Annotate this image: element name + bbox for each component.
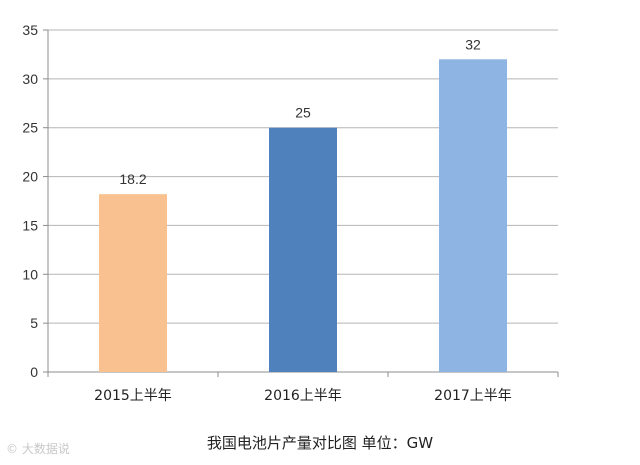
bar	[269, 127, 337, 372]
data-label: 18.2	[119, 171, 146, 187]
bars	[99, 59, 507, 373]
watermark: © 大数据说	[6, 442, 70, 456]
data-labels: 18.2 25 32	[119, 36, 481, 187]
data-label: 32	[465, 36, 481, 52]
y-tick-label: 25	[22, 120, 38, 136]
y-tick-label: 0	[30, 364, 38, 380]
category-labels: 2015上半年 2016上半年 2017上半年	[94, 388, 512, 404]
y-axis-ticks: 0 5 10 15 20 25 30 35	[22, 22, 38, 380]
y-tick-label: 35	[22, 22, 38, 38]
category-label: 2016上半年	[264, 388, 342, 404]
y-tick-label: 5	[30, 315, 38, 331]
y-tick-label: 10	[22, 266, 38, 282]
data-label: 25	[295, 105, 311, 121]
category-label: 2015上半年	[94, 388, 172, 404]
bar	[439, 59, 507, 373]
y-tick-label: 20	[22, 169, 38, 185]
category-label: 2017上半年	[434, 388, 512, 404]
bar	[99, 194, 167, 372]
y-tick-label: 30	[22, 71, 38, 87]
y-tick-label: 15	[22, 217, 38, 233]
chart-caption: 我国电池片产量对比图 单位：GW	[206, 434, 434, 452]
